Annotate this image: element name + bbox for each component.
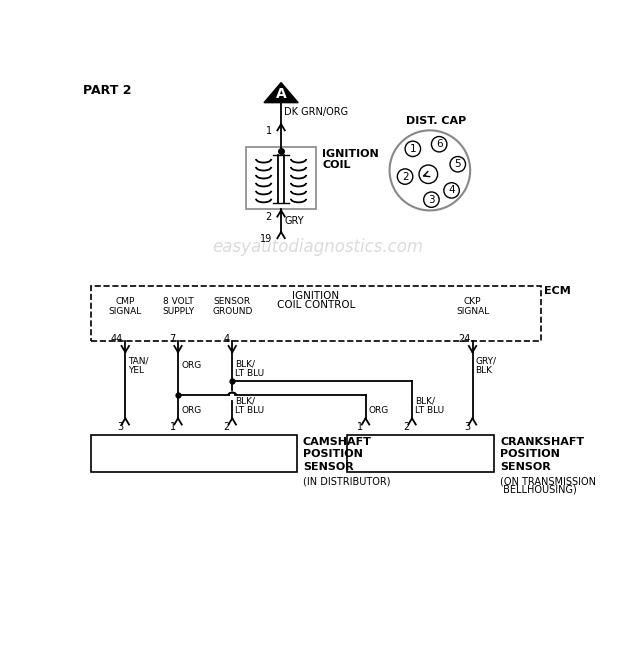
Text: 2: 2 xyxy=(404,422,410,432)
Text: SENSOR
GROUND: SENSOR GROUND xyxy=(212,296,252,316)
Circle shape xyxy=(450,157,465,172)
Circle shape xyxy=(444,183,459,198)
Text: A: A xyxy=(276,87,287,101)
Text: 1: 1 xyxy=(357,422,363,432)
Circle shape xyxy=(431,136,447,152)
Text: TAN/
YEL: TAN/ YEL xyxy=(129,357,149,375)
Text: 6: 6 xyxy=(436,139,442,150)
Text: 44: 44 xyxy=(111,334,123,345)
Text: BLK/
LT BLU: BLK/ LT BLU xyxy=(235,396,265,415)
Text: 24: 24 xyxy=(458,334,470,345)
Circle shape xyxy=(419,165,438,183)
Text: 3: 3 xyxy=(428,194,434,205)
Text: 8 VOLT
SUPPLY: 8 VOLT SUPPLY xyxy=(162,296,194,316)
Text: 19: 19 xyxy=(260,233,272,244)
Text: 4: 4 xyxy=(224,334,230,345)
Text: 1: 1 xyxy=(410,144,416,154)
Text: CKP
SIGNAL: CKP SIGNAL xyxy=(456,296,489,316)
Circle shape xyxy=(397,169,413,184)
Text: 4: 4 xyxy=(448,185,455,196)
Text: 2: 2 xyxy=(266,212,272,222)
Bar xyxy=(347,436,494,473)
Text: ORG: ORG xyxy=(181,406,201,415)
Circle shape xyxy=(405,141,421,157)
Text: 2: 2 xyxy=(402,172,408,181)
Circle shape xyxy=(424,192,439,207)
Text: 7: 7 xyxy=(169,334,176,345)
Text: CMP
SIGNAL: CMP SIGNAL xyxy=(109,296,142,316)
Text: 3: 3 xyxy=(117,422,123,432)
Text: BLK/
LT BLU: BLK/ LT BLU xyxy=(235,359,265,378)
Text: IGNITION: IGNITION xyxy=(292,291,339,300)
Text: ORG: ORG xyxy=(369,406,389,415)
Text: DIST. CAP: DIST. CAP xyxy=(406,116,466,125)
Text: IGNITION
COIL: IGNITION COIL xyxy=(322,149,379,170)
Text: GRY/
BLK: GRY/ BLK xyxy=(476,357,497,375)
Text: COIL CONTROL: COIL CONTROL xyxy=(277,300,355,310)
Text: ECM: ECM xyxy=(544,286,570,296)
Text: 5: 5 xyxy=(454,159,461,169)
Text: CRANKSHAFT
POSITION
SENSOR: CRANKSHAFT POSITION SENSOR xyxy=(501,437,585,472)
Polygon shape xyxy=(264,83,298,103)
Text: 1: 1 xyxy=(169,422,176,432)
Text: BELLHOUSING): BELLHOUSING) xyxy=(501,484,577,495)
Text: GRY: GRY xyxy=(284,216,304,226)
Text: CAMSHAFT
POSITION
SENSOR: CAMSHAFT POSITION SENSOR xyxy=(303,437,371,472)
Text: easyautodiagnostics.com: easyautodiagnostics.com xyxy=(212,239,423,256)
Bar xyxy=(246,148,316,209)
Text: 2: 2 xyxy=(224,422,230,432)
Text: (ON TRANSMISSION: (ON TRANSMISSION xyxy=(501,477,596,487)
Bar xyxy=(91,286,541,341)
Bar xyxy=(91,436,297,473)
Text: 3: 3 xyxy=(464,422,470,432)
Circle shape xyxy=(389,131,470,211)
Text: 1: 1 xyxy=(266,125,272,136)
Text: (IN DISTRIBUTOR): (IN DISTRIBUTOR) xyxy=(303,477,391,487)
Text: BLK/
LT BLU: BLK/ LT BLU xyxy=(415,396,444,415)
Text: PART 2: PART 2 xyxy=(83,84,132,97)
Text: ORG: ORG xyxy=(181,361,201,370)
Text: DK GRN/ORG: DK GRN/ORG xyxy=(284,107,349,117)
